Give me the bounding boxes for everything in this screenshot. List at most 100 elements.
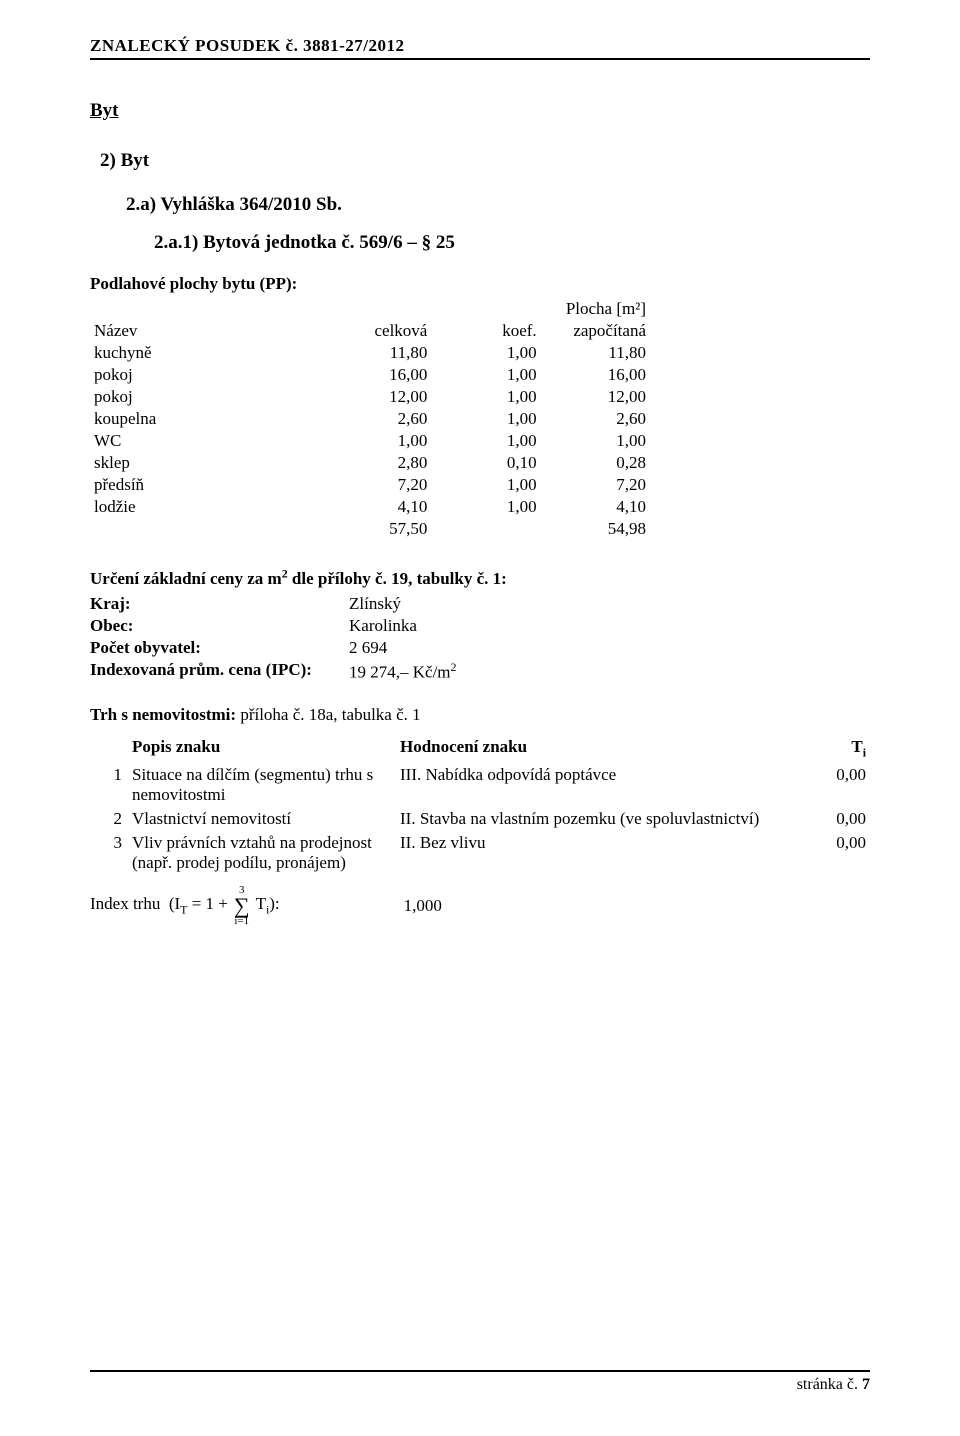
- plochy-title: Podlahové plochy bytu (PP):: [90, 274, 870, 294]
- kv-label: Obec:: [90, 615, 349, 637]
- znak-col-ti: Ti: [792, 735, 870, 762]
- plochy-col-nazev: Název: [90, 320, 322, 342]
- znak-popis: Vlastnictví nemovitostí: [128, 807, 396, 831]
- plochy-koef: 1,00: [431, 430, 540, 452]
- sigma-lower: i=1: [234, 916, 249, 927]
- plochy-total-celkova: 57,50: [322, 518, 431, 540]
- plochy-koef: 1,00: [431, 496, 540, 518]
- trh-title: Trh s nemovitostmi: příloha č. 18a, tabu…: [90, 705, 870, 725]
- plochy-koef: 0,10: [431, 452, 540, 474]
- header-number: 3881-27/2012: [303, 36, 404, 55]
- znak-table: Popis znaku Hodnocení znaku Ti 1Situace …: [90, 735, 870, 874]
- znak-hodn: II. Bez vlivu: [396, 831, 792, 875]
- znak-ti: 0,00: [792, 807, 870, 831]
- plochy-zapocitana: 0,28: [541, 452, 650, 474]
- znak-popis: Situace na dílčím (segmentu) trhu s nemo…: [128, 763, 396, 807]
- kv-value: 2 694: [349, 637, 460, 659]
- table-row: pokoj12,001,0012,00: [90, 386, 650, 408]
- plochy-name: lodžie: [90, 496, 322, 518]
- plochy-zapocitana: 16,00: [541, 364, 650, 386]
- table-row: 3Vliv právních vztahů na prodejnost (nap…: [90, 831, 870, 875]
- kv-label: Indexovaná prům. cena (IPC):: [90, 659, 349, 684]
- kv-label: Kraj:: [90, 593, 349, 615]
- doc-header: ZNALECKÝ POSUDEK č. 3881-27/2012: [90, 36, 870, 60]
- plochy-table: Plocha [m²] Název celková koef. započíta…: [90, 298, 650, 540]
- formula-value: 1,000: [404, 896, 442, 916]
- znak-popis: Vliv právních vztahů na prodejnost (např…: [128, 831, 396, 875]
- footer-text: stránka č.: [797, 1376, 862, 1393]
- table-row: sklep2,800,100,28: [90, 452, 650, 474]
- plochy-col-celkova: celková: [322, 320, 431, 342]
- table-row: 2Vlastnictví nemovitostíII. Stavba na vl…: [90, 807, 870, 831]
- znak-col-hodn: Hodnocení znaku: [396, 735, 792, 762]
- plochy-koef: 1,00: [431, 342, 540, 364]
- znak-index: 2: [90, 807, 128, 831]
- table-row: Indexovaná prům. cena (IPC):19 274,– Kč/…: [90, 659, 460, 684]
- plochy-celkova: 2,80: [322, 452, 431, 474]
- znak-index: 3: [90, 831, 128, 875]
- heading-2a: 2.a) Vyhláška 364/2010 Sb.: [126, 194, 870, 216]
- plochy-name: kuchyně: [90, 342, 322, 364]
- znak-hodn: III. Nabídka odpovídá poptávce: [396, 763, 792, 807]
- table-row: Obec:Karolinka: [90, 615, 460, 637]
- heading-2byt: 2) Byt: [100, 150, 870, 172]
- table-row: pokoj16,001,0016,00: [90, 364, 650, 386]
- table-row: 1Situace na dílčím (segmentu) trhu s nem…: [90, 763, 870, 807]
- plochy-celkova: 12,00: [322, 386, 431, 408]
- plochy-koef: 1,00: [431, 408, 540, 430]
- page-footer: stránka č. 7: [90, 1370, 870, 1394]
- plochy-koef: 1,00: [431, 364, 540, 386]
- sigma-icon: 3 ∑ i=1: [234, 885, 250, 927]
- table-row: Počet obyvatel:2 694: [90, 637, 460, 659]
- table-row: kuchyně11,801,0011,80: [90, 342, 650, 364]
- urceni-line: Určení základní ceny za m2 dle přílohy č…: [90, 566, 870, 589]
- table-row: WC1,001,001,00: [90, 430, 650, 452]
- plochy-zapocitana: 12,00: [541, 386, 650, 408]
- plochy-celkova: 1,00: [322, 430, 431, 452]
- plochy-zapocitana: 7,20: [541, 474, 650, 496]
- plochy-name: předsíň: [90, 474, 322, 496]
- plochy-celkova: 7,20: [322, 474, 431, 496]
- formula-after: Ti):: [256, 894, 280, 917]
- table-row: lodžie4,101,004,10: [90, 496, 650, 518]
- plochy-name: WC: [90, 430, 322, 452]
- plochy-celkova: 4,10: [322, 496, 431, 518]
- trh-title-rest: příloha č. 18a, tabulka č. 1: [236, 705, 421, 724]
- plochy-zapocitana: 2,60: [541, 408, 650, 430]
- plochy-col-zapocitana: započítaná: [541, 320, 650, 342]
- index-trhu-formula: Index trhu (IT = 1 + 3 ∑ i=1 Ti): 1,000: [90, 885, 870, 927]
- plochy-koef: 1,00: [431, 474, 540, 496]
- plochy-unit-header: Plocha [m²]: [322, 298, 650, 320]
- plochy-total-zapocitana: 54,98: [541, 518, 650, 540]
- page: ZNALECKÝ POSUDEK č. 3881-27/2012 Byt 2) …: [0, 0, 960, 1436]
- table-row: koupelna2,601,002,60: [90, 408, 650, 430]
- kv-value: Zlínský: [349, 593, 460, 615]
- formula-prefix: Index trhu (IT = 1 +: [90, 894, 228, 917]
- plochy-zapocitana: 4,10: [541, 496, 650, 518]
- plochy-celkova: 11,80: [322, 342, 431, 364]
- znak-index: 1: [90, 763, 128, 807]
- kv-label: Počet obyvatel:: [90, 637, 349, 659]
- plochy-celkova: 2,60: [322, 408, 431, 430]
- table-row: Kraj:Zlínský: [90, 593, 460, 615]
- plochy-name: pokoj: [90, 364, 322, 386]
- heading-byt: Byt: [90, 100, 870, 122]
- plochy-name: koupelna: [90, 408, 322, 430]
- footer-page-num: 7: [862, 1376, 870, 1393]
- znak-ti: 0,00: [792, 831, 870, 875]
- plochy-name: sklep: [90, 452, 322, 474]
- heading-2a1: 2.a.1) Bytová jednotka č. 569/6 – § 25: [154, 232, 870, 254]
- table-row: předsíň7,201,007,20: [90, 474, 650, 496]
- kv-value: 19 274,– Kč/m2: [349, 659, 460, 684]
- znak-ti: 0,00: [792, 763, 870, 807]
- znak-hodn: II. Stavba na vlastním pozemku (ve spolu…: [396, 807, 792, 831]
- trh-title-bold: Trh s nemovitostmi:: [90, 705, 236, 724]
- plochy-koef: 1,00: [431, 386, 540, 408]
- plochy-col-koef: koef.: [431, 320, 540, 342]
- plochy-zapocitana: 1,00: [541, 430, 650, 452]
- znak-col-popis: Popis znaku: [128, 735, 396, 762]
- header-left: ZNALECKÝ POSUDEK č.: [90, 36, 298, 55]
- urceni-table: Kraj:ZlínskýObec:KarolinkaPočet obyvatel…: [90, 593, 460, 684]
- plochy-name: pokoj: [90, 386, 322, 408]
- kv-value: Karolinka: [349, 615, 460, 637]
